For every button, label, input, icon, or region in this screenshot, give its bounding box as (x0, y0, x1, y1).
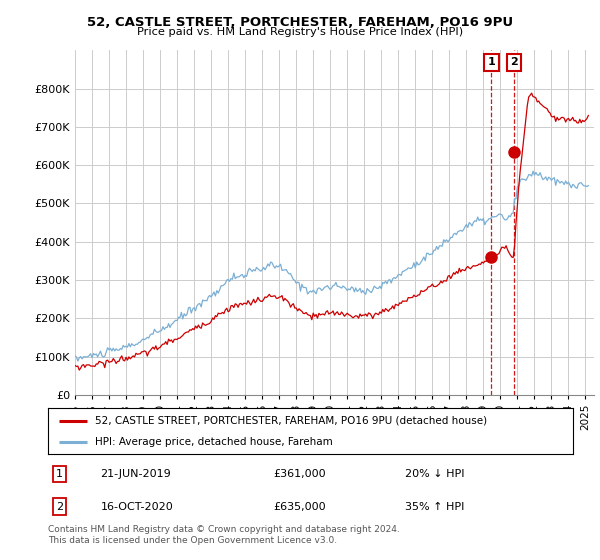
Text: HPI: Average price, detached house, Fareham: HPI: Average price, detached house, Fare… (95, 437, 333, 447)
Text: 52, CASTLE STREET, PORTCHESTER, FAREHAM, PO16 9PU: 52, CASTLE STREET, PORTCHESTER, FAREHAM,… (87, 16, 513, 29)
Text: £635,000: £635,000 (274, 502, 326, 511)
Text: 16-OCT-2020: 16-OCT-2020 (101, 502, 173, 511)
Text: 1: 1 (56, 469, 63, 479)
Text: 21-JUN-2019: 21-JUN-2019 (101, 469, 171, 479)
Text: 35% ↑ HPI: 35% ↑ HPI (405, 502, 464, 511)
Text: 2: 2 (56, 502, 63, 511)
Text: Price paid vs. HM Land Registry's House Price Index (HPI): Price paid vs. HM Land Registry's House … (137, 27, 463, 37)
Text: 1: 1 (488, 57, 495, 67)
Text: 20% ↓ HPI: 20% ↓ HPI (405, 469, 464, 479)
Text: 2: 2 (510, 57, 518, 67)
Text: Contains HM Land Registry data © Crown copyright and database right 2024.
This d: Contains HM Land Registry data © Crown c… (48, 525, 400, 545)
Text: £361,000: £361,000 (274, 469, 326, 479)
Text: 52, CASTLE STREET, PORTCHESTER, FAREHAM, PO16 9PU (detached house): 52, CASTLE STREET, PORTCHESTER, FAREHAM,… (95, 416, 487, 426)
